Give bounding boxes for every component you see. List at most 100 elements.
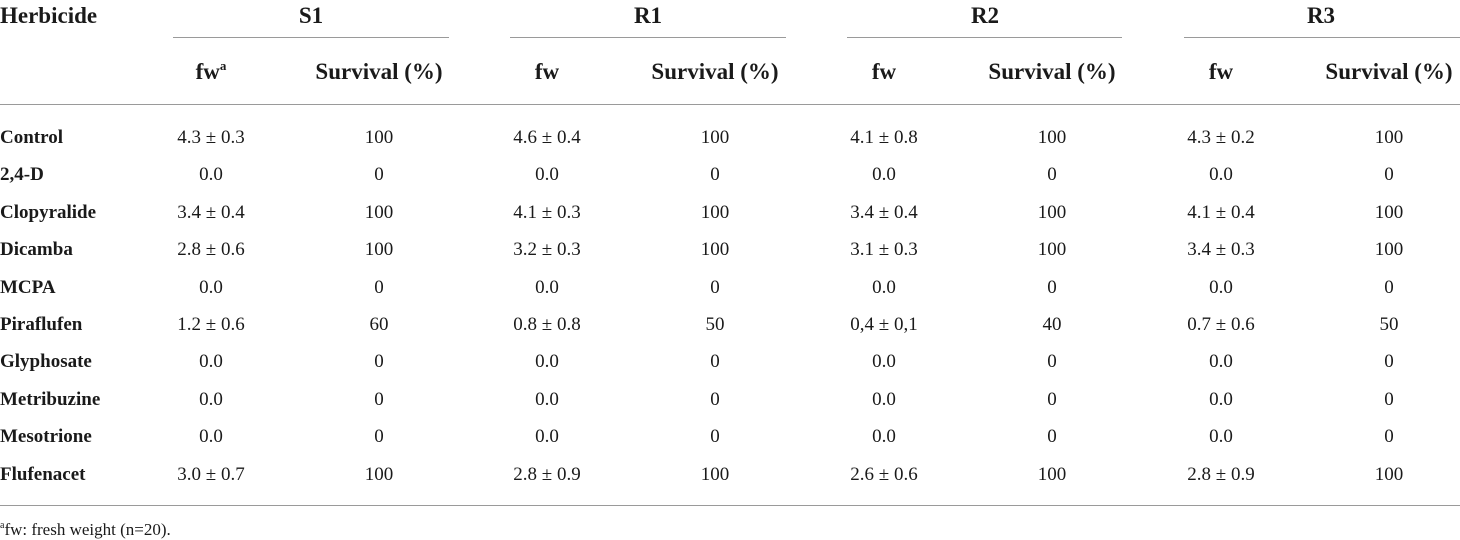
cell-survival: 100 bbox=[364, 463, 394, 485]
cell-fw: 0.0 bbox=[1209, 276, 1233, 298]
cell-survival: 100 bbox=[700, 239, 730, 261]
group-header-s1: S1 bbox=[298, 3, 324, 28]
cell-fw: 0.0 bbox=[535, 426, 559, 448]
row-label: Metribuzine bbox=[0, 388, 101, 410]
cell-fw: 0.0 bbox=[1209, 351, 1233, 373]
table-row: Glyphosate 0.0 0 0.0 0 0.0 0 0.0 0 bbox=[0, 343, 1460, 380]
cell-fw: 0.0 bbox=[872, 426, 896, 448]
cell-survival: 0 bbox=[1047, 426, 1057, 448]
cell-fw: 0.0 bbox=[199, 276, 223, 298]
cell-fw: 0.0 bbox=[1209, 164, 1233, 186]
cell-fw: 0.0 bbox=[199, 351, 223, 373]
subheader-survival-label: Survival (%) bbox=[1325, 59, 1453, 84]
cell-fw: 4.1 ± 0.3 bbox=[513, 201, 581, 223]
cell-fw: 0.0 bbox=[872, 276, 896, 298]
cell-fw: 0.0 bbox=[535, 388, 559, 410]
table-row: MCPA 0.0 0 0.0 0 0.0 0 0.0 0 bbox=[0, 269, 1460, 306]
group-header-r1: R1 bbox=[633, 3, 663, 28]
group-underline-s1 bbox=[173, 37, 449, 38]
cell-survival: 100 bbox=[700, 463, 730, 485]
cell-survival: 50 bbox=[705, 314, 725, 335]
cell-survival: 0 bbox=[1047, 276, 1057, 298]
subheader-fw-label: fw bbox=[871, 59, 897, 84]
subheader-fw-label: fw bbox=[195, 59, 220, 84]
footnote-marker: a bbox=[0, 520, 5, 531]
cell-survival: 100 bbox=[1037, 127, 1067, 148]
row-label: Glyphosate bbox=[0, 351, 92, 373]
cell-fw: 2.8 ± 0.9 bbox=[1187, 463, 1255, 485]
table-row: Clopyralide 3.4 ± 0.4 100 4.1 ± 0.3 100 3.4 ±… bbox=[0, 194, 1460, 231]
cell-survival: 100 bbox=[1037, 239, 1067, 261]
cell-survival: 100 bbox=[1374, 201, 1404, 223]
subheader-survival: Survival (%) bbox=[625, 60, 805, 83]
cell-fw: 3.4 ± 0.3 bbox=[1187, 239, 1255, 261]
cell-survival: 0 bbox=[710, 388, 720, 410]
table-row: Control 4.3 ± 0.3 100 4.6 ± 0.4 100 4.1 ± 0.8… bbox=[0, 119, 1460, 156]
cell-survival: 0 bbox=[374, 276, 384, 298]
subheader-fw: fw bbox=[794, 60, 974, 83]
group-underline-r1 bbox=[510, 37, 786, 38]
subheader-survival: Survival (%) bbox=[962, 60, 1142, 83]
header-herbicide: Herbicide bbox=[0, 3, 98, 28]
fw-note-marker: a bbox=[219, 58, 227, 73]
cell-fw: 2.8 ± 0.9 bbox=[513, 463, 581, 485]
cell-survival: 50 bbox=[1379, 314, 1399, 335]
row-label: MCPA bbox=[0, 276, 56, 298]
cell-fw: 0.0 bbox=[872, 351, 896, 373]
cell-survival: 100 bbox=[364, 127, 394, 148]
row-label: Mesotrione bbox=[0, 426, 92, 448]
row-label: Control bbox=[0, 127, 63, 148]
subheader-survival-label: Survival (%) bbox=[988, 59, 1116, 84]
cell-survival: 0 bbox=[710, 276, 720, 298]
cell-survival: 0 bbox=[1047, 164, 1057, 186]
group-header-r2: R2 bbox=[970, 3, 1000, 28]
table-row: Dicamba 2.8 ± 0.6 100 3.2 ± 0.3 100 3.1 ± 0.3… bbox=[0, 231, 1460, 268]
cell-fw: 4.1 ± 0.4 bbox=[1187, 201, 1255, 223]
subheader-survival-label: Survival (%) bbox=[651, 59, 779, 84]
cell-fw: 0.0 bbox=[199, 164, 223, 186]
bottom-rule bbox=[0, 505, 1460, 506]
group-underline-r3 bbox=[1184, 37, 1460, 38]
cell-survival: 0 bbox=[1384, 351, 1394, 373]
cell-fw: 4.6 ± 0.4 bbox=[513, 127, 581, 148]
group-header-r3: R3 bbox=[1306, 3, 1336, 28]
subheader-fw: fwa bbox=[121, 58, 301, 84]
cell-fw: 4.3 ± 0.3 bbox=[177, 127, 245, 148]
cell-fw: 0.0 bbox=[872, 164, 896, 186]
cell-survival: 0 bbox=[710, 426, 720, 448]
cell-survival: 0 bbox=[710, 351, 720, 373]
cell-fw: 4.3 ± 0.2 bbox=[1187, 127, 1255, 148]
cell-fw: 0.0 bbox=[199, 426, 223, 448]
header-rule bbox=[0, 104, 1460, 105]
subheader-survival: Survival (%) bbox=[289, 60, 469, 83]
subheader-fw: fw bbox=[1131, 60, 1311, 83]
cell-fw: 3.0 ± 0.7 bbox=[177, 463, 245, 485]
row-label: 2,4-D bbox=[0, 164, 44, 186]
cell-survival: 100 bbox=[1374, 239, 1404, 261]
cell-fw: 3.4 ± 0.4 bbox=[177, 201, 245, 223]
row-label: Clopyralide bbox=[0, 201, 97, 223]
cell-survival: 0 bbox=[710, 164, 720, 186]
cell-fw: 1.2 ± 0.6 bbox=[177, 314, 245, 335]
cell-survival: 100 bbox=[364, 239, 394, 261]
cell-survival: 100 bbox=[1374, 127, 1404, 148]
cell-fw: 0.0 bbox=[1209, 426, 1233, 448]
subheader-survival: Survival (%) bbox=[1299, 60, 1460, 83]
cell-survival: 40 bbox=[1042, 314, 1062, 335]
cell-survival: 100 bbox=[700, 127, 730, 148]
cell-fw: 3.1 ± 0.3 bbox=[850, 239, 918, 261]
cell-fw: 0.0 bbox=[535, 164, 559, 186]
cell-survival: 100 bbox=[1037, 463, 1067, 485]
cell-fw: 0.7 ± 0.6 bbox=[1187, 314, 1255, 335]
cell-survival: 60 bbox=[369, 314, 389, 335]
cell-survival: 100 bbox=[1374, 463, 1404, 485]
cell-survival: 0 bbox=[1384, 426, 1394, 448]
table-row: Mesotrione 0.0 0 0.0 0 0.0 0 0.0 0 bbox=[0, 418, 1460, 455]
cell-fw: 4.1 ± 0.8 bbox=[850, 127, 918, 148]
cell-survival: 100 bbox=[364, 201, 394, 223]
cell-fw: 3.4 ± 0.4 bbox=[850, 201, 918, 223]
subheader-survival-label: Survival (%) bbox=[315, 59, 443, 84]
cell-fw: 2.8 ± 0.6 bbox=[177, 239, 245, 261]
row-label: Flufenacet bbox=[0, 463, 86, 485]
cell-survival: 0 bbox=[1384, 164, 1394, 186]
